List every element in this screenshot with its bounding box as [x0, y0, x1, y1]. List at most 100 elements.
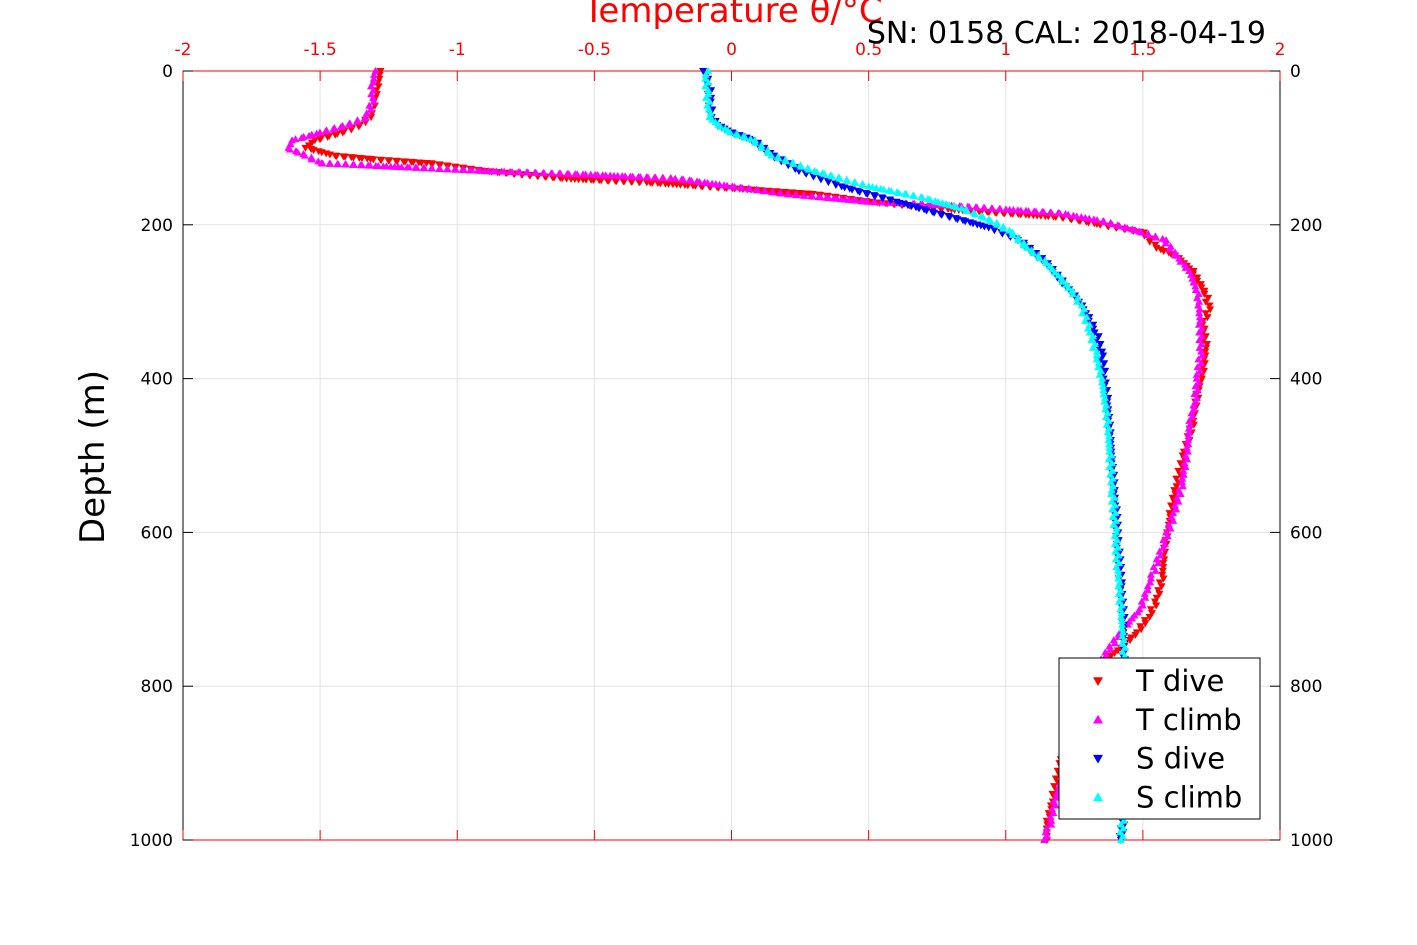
data-point-t-dive — [1141, 620, 1150, 628]
data-point-s-dive — [922, 207, 931, 215]
data-point-t-climb — [745, 185, 754, 193]
data-point-t-climb — [753, 186, 762, 194]
data-point-t-climb — [1016, 206, 1025, 214]
data-point-t-dive — [765, 188, 774, 196]
data-point-t-climb — [420, 164, 429, 172]
data-point-t-climb — [1195, 297, 1204, 305]
data-point-t-dive — [1201, 333, 1210, 341]
data-point-s-dive — [1101, 367, 1110, 375]
data-point-t-climb — [334, 160, 343, 168]
data-point-t-dive — [1159, 575, 1168, 583]
data-point-s-climb — [963, 207, 972, 215]
data-point-t-climb — [1195, 305, 1204, 313]
data-point-t-climb — [531, 168, 540, 176]
data-point-t-dive — [620, 178, 629, 186]
data-point-t-climb — [1178, 474, 1187, 482]
legend: T dive T climb S dive S climb — [1058, 657, 1261, 820]
data-point-t-climb — [1188, 413, 1197, 421]
data-point-t-climb — [776, 189, 785, 197]
data-point-t-climb — [1151, 233, 1160, 241]
data-point-s-climb — [1099, 386, 1108, 394]
data-point-t-dive — [409, 159, 418, 167]
data-point-t-climb — [369, 93, 378, 101]
data-point-s-dive — [930, 209, 939, 217]
data-point-s-climb — [887, 187, 896, 195]
legend-marker-t-climb — [1093, 714, 1103, 724]
data-point-t-climb — [1174, 497, 1183, 505]
data-point-s-climb — [1013, 236, 1022, 244]
data-point-t-climb — [1039, 208, 1048, 216]
data-point-t-climb — [1192, 370, 1201, 378]
data-point-t-climb — [738, 183, 747, 191]
data-point-s-climb — [971, 210, 980, 218]
data-point-s-climb — [1088, 343, 1097, 351]
data-point-t-dive — [385, 157, 394, 165]
data-point-s-climb — [1114, 570, 1123, 578]
data-point-t-dive — [1152, 594, 1161, 602]
data-point-t-climb — [369, 70, 378, 78]
data-point-t-climb — [492, 167, 501, 175]
x-tick-label: 1 — [1000, 40, 1011, 60]
data-point-t-climb — [297, 134, 306, 142]
y-tick-label-left: 600 — [141, 523, 173, 543]
data-point-s-dive — [824, 179, 833, 187]
data-point-s-dive — [1099, 352, 1108, 360]
data-point-t-climb — [300, 151, 309, 159]
data-point-t-dive — [1151, 598, 1160, 606]
data-point-s-climb — [1085, 328, 1094, 336]
data-point-t-dive — [1200, 291, 1209, 299]
data-point-s-climb — [751, 138, 760, 146]
data-point-s-dive — [1098, 348, 1107, 356]
data-point-t-climb — [926, 200, 935, 208]
data-point-t-dive — [323, 133, 332, 141]
data-point-s-climb — [1112, 524, 1121, 532]
data-point-s-dive — [831, 181, 840, 189]
data-point-t-dive — [604, 177, 613, 185]
data-point-t-climb — [1188, 274, 1197, 282]
data-point-s-climb — [1073, 297, 1082, 305]
data-point-t-climb — [1143, 586, 1152, 594]
data-point-s-climb — [1029, 248, 1038, 256]
data-point-t-climb — [397, 163, 406, 171]
data-point-s-climb — [702, 93, 711, 101]
data-point-t-dive — [788, 189, 797, 197]
data-point-t-dive — [428, 160, 437, 168]
data-point-t-climb — [405, 163, 414, 171]
data-point-s-climb — [1057, 274, 1066, 282]
data-point-t-climb — [1024, 207, 1033, 215]
data-point-s-dive — [816, 176, 825, 184]
data-point-t-climb — [312, 129, 321, 137]
data-point-t-dive — [1145, 613, 1154, 621]
data-point-t-dive — [1199, 367, 1208, 375]
data-point-t-climb — [285, 145, 294, 153]
data-point-s-dive — [1100, 360, 1109, 368]
data-point-t-climb — [369, 97, 378, 105]
data-point-t-climb — [996, 205, 1005, 213]
data-point-t-climb — [1178, 482, 1187, 490]
data-point-t-climb — [318, 159, 327, 167]
data-point-s-climb — [701, 82, 710, 90]
data-point-t-climb — [1110, 639, 1119, 647]
data-point-t-climb — [1197, 359, 1206, 367]
data-point-t-climb — [573, 170, 582, 178]
data-point-t-climb — [352, 117, 361, 125]
data-point-t-climb — [1176, 489, 1185, 497]
data-point-t-climb — [1159, 543, 1168, 551]
data-point-t-climb — [1101, 648, 1110, 656]
data-point-t-dive — [797, 190, 806, 198]
data-point-t-climb — [1185, 416, 1194, 424]
chart-caption: SN: 0158 CAL: 2018-04-19 — [867, 16, 1266, 51]
data-point-t-climb — [556, 169, 565, 177]
data-point-s-climb — [879, 185, 888, 193]
data-point-t-climb — [1106, 645, 1115, 653]
data-point-s-climb — [1098, 374, 1107, 382]
data-point-t-climb — [366, 161, 375, 169]
data-point-s-climb — [716, 122, 725, 130]
data-point-s-dive — [1096, 340, 1105, 348]
data-point-t-climb — [1196, 366, 1205, 374]
data-point-t-climb — [1161, 239, 1170, 247]
data-point-s-climb — [1119, 824, 1128, 832]
data-point-t-dive — [1131, 631, 1140, 639]
data-point-t-climb — [863, 197, 872, 205]
data-point-t-climb — [1151, 566, 1160, 574]
